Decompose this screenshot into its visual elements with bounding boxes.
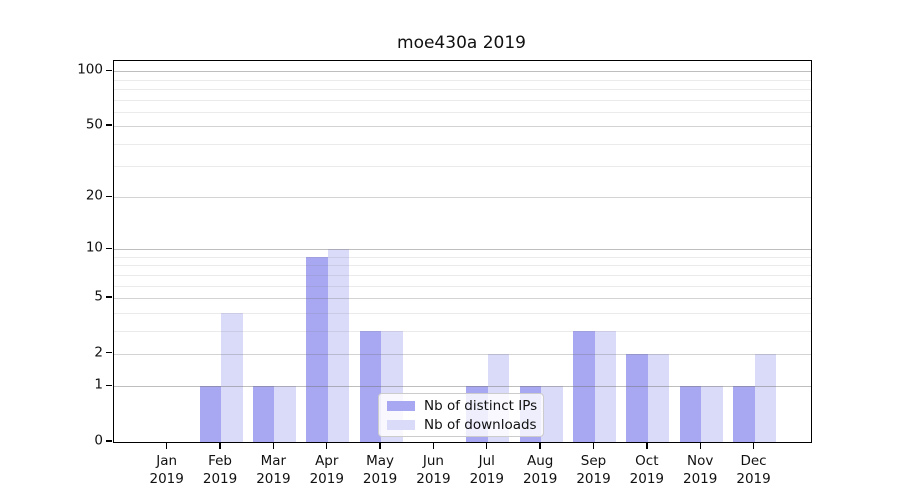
x-tick-label-mar: Mar 2019 xyxy=(256,453,291,487)
bar-downloads-apr xyxy=(327,249,350,442)
x-tick-mark xyxy=(432,442,435,449)
gridline-2 xyxy=(114,353,811,355)
y-tick-mark xyxy=(106,69,112,71)
gridline-20 xyxy=(114,197,811,199)
y-tick-label-10: 10 xyxy=(85,239,103,256)
gridline-80 xyxy=(114,88,811,90)
chart-title: moe430a 2019 xyxy=(397,33,526,53)
gridline-90 xyxy=(114,79,811,81)
gridline-6 xyxy=(114,285,811,287)
x-tick-mark xyxy=(646,442,648,449)
x-tick-label-may: May 2019 xyxy=(362,453,398,487)
bar-distinct-ips-may xyxy=(359,330,382,442)
x-tick-label-oct: Oct 2019 xyxy=(629,453,665,487)
bar-distinct-ips-sep xyxy=(573,330,595,442)
x-tick-mark xyxy=(486,442,488,449)
bar-distinct-ips-dec xyxy=(733,386,755,442)
y-tick-mark xyxy=(106,247,112,250)
gridline-4 xyxy=(114,312,811,314)
x-tick-label-apr: Apr 2019 xyxy=(309,453,344,487)
x-tick-mark xyxy=(166,442,168,449)
x-tick-mark xyxy=(379,442,381,449)
x-tick-label-feb: Feb 2019 xyxy=(202,453,238,487)
x-tick-mark xyxy=(592,442,595,449)
bar-downloads-aug xyxy=(541,386,563,442)
x-tick-label-jun: Jun 2019 xyxy=(416,453,451,487)
bar-downloads-dec xyxy=(754,353,777,442)
gridline-40 xyxy=(114,143,811,145)
bar-distinct-ips-apr xyxy=(306,257,328,442)
bar-downloads-mar xyxy=(274,386,296,442)
gridline-5 xyxy=(114,298,811,300)
x-tick-label-sep: Sep 2019 xyxy=(576,453,611,487)
legend-entry-downloads: Nb of downloads xyxy=(379,417,543,432)
x-tick-label-aug: Aug 2019 xyxy=(522,453,558,487)
legend-swatch-distinct-ips xyxy=(387,400,415,411)
y-tick-label-100: 100 xyxy=(77,61,103,78)
legend-entry-distinct-ips: Nb of distinct IPs xyxy=(379,398,543,413)
y-tick-label-5: 5 xyxy=(94,288,103,305)
bar-distinct-ips-nov xyxy=(679,386,702,442)
gridline-60 xyxy=(114,111,811,113)
x-tick-mark xyxy=(219,442,221,449)
legend-label-downloads: Nb of downloads xyxy=(424,416,537,433)
gridline-50 xyxy=(114,126,811,128)
y-tick-label-2: 2 xyxy=(94,343,103,360)
legend-label-distinct-ips: Nb of distinct IPs xyxy=(424,397,538,414)
x-tick-label-jul: Jul 2019 xyxy=(469,453,504,487)
x-tick-label-nov: Nov 2019 xyxy=(683,453,718,487)
x-tick-label-jan: Jan 2019 xyxy=(149,453,184,487)
y-tick-mark xyxy=(106,124,112,126)
x-tick-label-dec: Dec 2019 xyxy=(736,453,771,487)
legend-swatch-downloads xyxy=(387,419,415,430)
bar-downloads-feb xyxy=(221,312,243,442)
x-tick-mark xyxy=(699,442,701,449)
gridline-9 xyxy=(114,257,811,258)
y-tick-mark xyxy=(106,352,112,354)
gridline-30 xyxy=(114,166,811,168)
bar-distinct-ips-oct xyxy=(626,353,648,442)
gridline-100 xyxy=(114,71,811,73)
y-tick-mark xyxy=(106,384,112,386)
y-tick-mark xyxy=(106,195,112,198)
plot-area xyxy=(113,60,812,443)
x-tick-mark xyxy=(539,442,541,449)
legend: Nb of distinct IPs Nb of downloads xyxy=(378,393,544,437)
bar-downloads-nov xyxy=(701,386,723,442)
x-tick-mark xyxy=(272,442,275,449)
gridline-7 xyxy=(114,274,811,276)
gridline-8 xyxy=(114,265,811,267)
x-tick-mark xyxy=(752,442,755,449)
bar-distinct-ips-mar xyxy=(252,386,275,442)
gridline-3 xyxy=(114,330,811,332)
y-tick-label-0: 0 xyxy=(94,432,103,449)
x-tick-mark xyxy=(326,442,328,449)
y-tick-mark xyxy=(106,296,112,298)
bar-downloads-oct xyxy=(647,353,670,442)
gridline-10 xyxy=(114,249,811,251)
gridline-1 xyxy=(114,386,811,388)
bar-distinct-ips-feb xyxy=(199,386,222,442)
gridline-70 xyxy=(114,99,811,101)
bar-downloads-sep xyxy=(594,330,616,442)
y-tick-label-20: 20 xyxy=(85,187,103,204)
y-tick-label-1: 1 xyxy=(94,376,103,393)
y-tick-label-50: 50 xyxy=(85,116,103,133)
y-tick-mark xyxy=(106,440,112,442)
